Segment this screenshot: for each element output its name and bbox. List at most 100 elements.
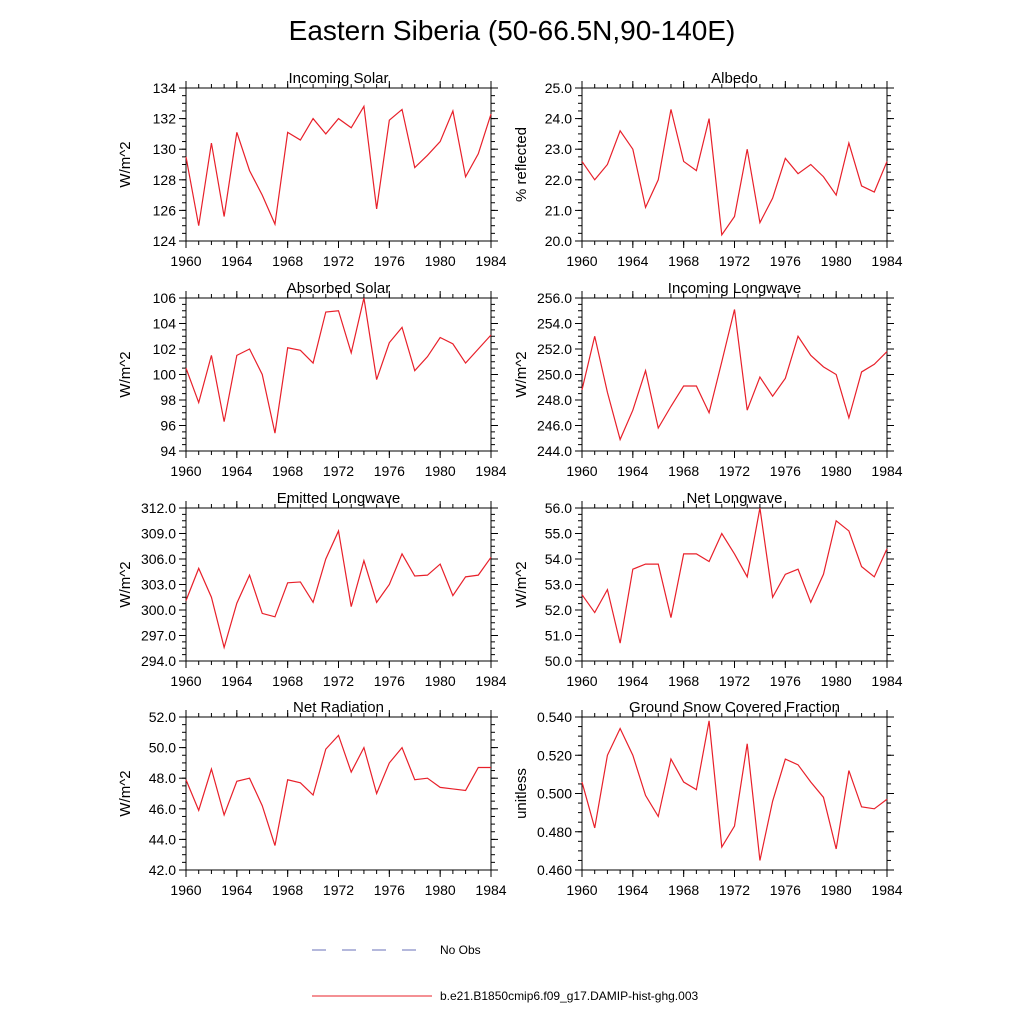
- y-axis-label: W/m^2: [513, 351, 530, 397]
- panel-title: Net Longwave: [687, 490, 783, 507]
- y-tick-label: 0.460: [537, 862, 572, 878]
- x-tick-label: 1968: [668, 463, 699, 479]
- x-tick-label: 1980: [425, 882, 456, 898]
- panel-incoming-longwave: Incoming Longwave W/m^2 244.0 246.0 248.0 250…: [513, 280, 903, 479]
- y-tick-label: 124: [153, 233, 177, 249]
- y-tick-label: 294.0: [141, 653, 176, 669]
- y-tick-label: 52.0: [149, 709, 176, 725]
- x-tick-label: 1976: [374, 463, 405, 479]
- y-tick-label: 94: [160, 443, 176, 459]
- y-tick-label: 256.0: [537, 290, 572, 306]
- panel-title: Net Radiation: [293, 699, 384, 716]
- x-tick-label: 1964: [221, 253, 252, 269]
- series-line: [581, 507, 888, 644]
- series-line: [581, 720, 888, 861]
- x-tick-label: 1964: [221, 882, 252, 898]
- y-tick-label: 252.0: [537, 341, 572, 357]
- x-tick-label: 1976: [374, 882, 405, 898]
- y-tick-label: 126: [153, 202, 177, 218]
- y-tick-label: 20.0: [545, 233, 572, 249]
- x-tick-label: 1980: [821, 673, 852, 689]
- legend-label-model-run: b.e21.B1850cmip6.f09_g17.DAMIP-hist-ghg.…: [440, 989, 698, 1003]
- figure-title: Eastern Siberia (50-66.5N,90-140E): [289, 15, 736, 46]
- y-tick-label: 55.0: [545, 526, 572, 542]
- panel-ground-snow-covered-fraction: Ground Snow Covered Fraction unitless 0.46…: [513, 699, 903, 898]
- x-tick-label: 1972: [323, 882, 354, 898]
- panel-incoming-solar: Incoming Solar W/m^2 124 126 128 130 132 134 196…: [117, 70, 507, 269]
- x-tick-label: 1968: [272, 882, 303, 898]
- x-tick-label: 1960: [566, 463, 597, 479]
- x-tick-label: 1968: [272, 673, 303, 689]
- x-tick-label: 1960: [170, 463, 201, 479]
- y-tick-label: 312.0: [141, 500, 176, 516]
- panel-title: Emitted Longwave: [277, 490, 400, 507]
- x-tick-label: 1972: [719, 673, 750, 689]
- y-tick-label: 244.0: [537, 443, 572, 459]
- y-tick-label: 134: [153, 80, 177, 96]
- x-tick-label: 1968: [272, 463, 303, 479]
- y-tick-label: 128: [153, 172, 177, 188]
- plot-frame: [581, 297, 888, 452]
- x-tick-label: 1964: [221, 463, 252, 479]
- x-tick-label: 1964: [617, 253, 648, 269]
- y-tick-label: 21.0: [545, 202, 572, 218]
- y-tick-label: 98: [160, 392, 176, 408]
- y-axis-label: W/m^2: [117, 561, 134, 607]
- y-tick-label: 100: [153, 367, 177, 383]
- x-tick-label: 1968: [668, 673, 699, 689]
- y-tick-label: 96: [160, 418, 176, 434]
- y-tick-label: 104: [153, 316, 177, 332]
- x-tick-label: 1968: [668, 253, 699, 269]
- y-tick-label: 23.0: [545, 141, 572, 157]
- y-tick-label: 56.0: [545, 500, 572, 516]
- x-tick-label: 1980: [821, 882, 852, 898]
- x-tick-label: 1960: [170, 253, 201, 269]
- y-tick-label: 50.0: [545, 653, 572, 669]
- series-line: [581, 309, 888, 442]
- x-tick-label: 1984: [475, 463, 506, 479]
- panel-title: Incoming Longwave: [668, 280, 801, 297]
- panel-net-radiation: Net Radiation W/m^2 42.0 44.0 46.0 48.0 50.0 52…: [117, 699, 507, 898]
- x-tick-label: 1968: [668, 882, 699, 898]
- legend: No Obs b.e21.B1850cmip6.f09_g17.DAMIP-hi…: [312, 943, 698, 1003]
- x-tick-label: 1960: [566, 673, 597, 689]
- x-tick-label: 1984: [871, 463, 902, 479]
- y-tick-label: 254.0: [537, 316, 572, 332]
- x-tick-label: 1972: [719, 253, 750, 269]
- x-tick-label: 1972: [719, 882, 750, 898]
- x-tick-label: 1964: [617, 463, 648, 479]
- y-axis-label: unitless: [513, 768, 530, 819]
- x-tick-label: 1972: [323, 673, 354, 689]
- plot-frame: [581, 87, 888, 242]
- x-tick-label: 1984: [871, 673, 902, 689]
- x-tick-label: 1980: [425, 463, 456, 479]
- y-axis-label: W/m^2: [117, 351, 134, 397]
- y-tick-label: 250.0: [537, 367, 572, 383]
- y-axis-label: W/m^2: [117, 770, 134, 816]
- x-tick-label: 1960: [566, 882, 597, 898]
- x-tick-label: 1972: [719, 463, 750, 479]
- y-tick-label: 0.520: [537, 747, 572, 763]
- y-tick-label: 22.0: [545, 172, 572, 188]
- x-tick-label: 1976: [770, 673, 801, 689]
- x-tick-label: 1972: [323, 253, 354, 269]
- x-tick-label: 1980: [821, 463, 852, 479]
- y-tick-label: 46.0: [149, 801, 176, 817]
- y-axis-label: % reflected: [513, 127, 530, 202]
- x-tick-label: 1968: [272, 253, 303, 269]
- series-line: [581, 109, 888, 237]
- series-line: [185, 104, 492, 227]
- y-tick-label: 50.0: [149, 740, 176, 756]
- y-tick-label: 0.480: [537, 824, 572, 840]
- x-tick-label: 1976: [770, 253, 801, 269]
- x-tick-label: 1980: [425, 253, 456, 269]
- y-tick-label: 306.0: [141, 551, 176, 567]
- panels-group: Incoming Solar W/m^2 124 126 128 130 132 134 196…: [117, 70, 903, 898]
- panel-albedo: Albedo % reflected 20.0 21.0 22.0 23.0 24.0 25.…: [513, 70, 903, 269]
- y-tick-label: 53.0: [545, 577, 572, 593]
- panel-title: Absorbed Solar: [287, 280, 390, 297]
- y-tick-label: 132: [153, 111, 177, 127]
- panel-emitted-longwave: Emitted Longwave W/m^2 294.0 297.0 300.0 303.…: [117, 490, 507, 689]
- y-tick-label: 300.0: [141, 602, 176, 618]
